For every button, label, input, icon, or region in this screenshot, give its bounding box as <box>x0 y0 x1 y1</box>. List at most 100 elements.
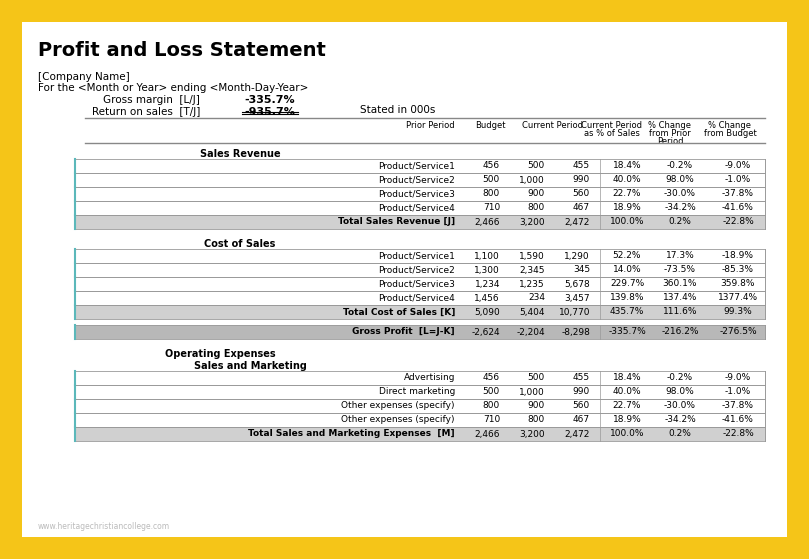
Text: 98.0%: 98.0% <box>666 387 694 396</box>
Text: Period: Period <box>657 137 684 146</box>
Text: 18.4%: 18.4% <box>612 373 642 382</box>
Text: For the <Month or Year> ending <Month-Day-Year>: For the <Month or Year> ending <Month-Da… <box>38 83 308 93</box>
Text: 22.7%: 22.7% <box>612 401 642 410</box>
Bar <box>75 427 765 441</box>
Text: 229.7%: 229.7% <box>610 280 644 288</box>
Text: Gross Profit  [L=J-K]: Gross Profit [L=J-K] <box>353 328 455 337</box>
Text: Cost of Sales: Cost of Sales <box>205 239 276 249</box>
Text: 1,100: 1,100 <box>474 252 500 260</box>
Text: [Company Name]: [Company Name] <box>38 72 129 82</box>
Text: from Budget: from Budget <box>704 129 756 138</box>
Text: Direct marketing: Direct marketing <box>379 387 455 396</box>
Text: Stated in 000s: Stated in 000s <box>360 105 435 115</box>
Text: -335.7%: -335.7% <box>244 95 295 105</box>
Text: % Change: % Change <box>649 121 692 130</box>
Text: 98.0%: 98.0% <box>666 176 694 184</box>
Text: 22.7%: 22.7% <box>612 190 642 198</box>
Text: 456: 456 <box>483 373 500 382</box>
Text: 900: 900 <box>527 401 545 410</box>
Text: Product/Service4: Product/Service4 <box>379 203 455 212</box>
Text: Advertising: Advertising <box>404 373 455 382</box>
Text: -37.8%: -37.8% <box>722 190 754 198</box>
Text: -2,624: -2,624 <box>472 328 500 337</box>
Text: 17.3%: 17.3% <box>666 252 694 260</box>
Text: 3,200: 3,200 <box>519 429 545 438</box>
Text: -9.0%: -9.0% <box>725 162 751 170</box>
Text: 18.4%: 18.4% <box>612 162 642 170</box>
Text: 137.4%: 137.4% <box>663 293 697 302</box>
Text: 1,234: 1,234 <box>475 280 500 288</box>
Text: 40.0%: 40.0% <box>612 176 642 184</box>
Text: 1,000: 1,000 <box>519 387 545 396</box>
Text: 18.9%: 18.9% <box>612 203 642 212</box>
Text: 2,472: 2,472 <box>565 429 590 438</box>
Text: 5,404: 5,404 <box>519 307 545 316</box>
Text: 2,466: 2,466 <box>475 429 500 438</box>
Text: Sales Revenue: Sales Revenue <box>200 149 280 159</box>
Text: -0.2%: -0.2% <box>667 373 693 382</box>
Text: 800: 800 <box>483 190 500 198</box>
Text: Total Sales Revenue [J]: Total Sales Revenue [J] <box>338 217 455 226</box>
Text: 100.0%: 100.0% <box>610 217 644 226</box>
Text: 710: 710 <box>483 203 500 212</box>
Text: 139.8%: 139.8% <box>610 293 644 302</box>
Text: 14.0%: 14.0% <box>612 266 642 274</box>
Text: -18.9%: -18.9% <box>722 252 754 260</box>
Text: 500: 500 <box>483 176 500 184</box>
Text: 560: 560 <box>573 401 590 410</box>
Text: 5,090: 5,090 <box>474 307 500 316</box>
Text: -41.6%: -41.6% <box>722 415 754 424</box>
Text: 560: 560 <box>573 190 590 198</box>
Text: 455: 455 <box>573 373 590 382</box>
Text: 500: 500 <box>527 373 545 382</box>
Text: 52.2%: 52.2% <box>612 252 642 260</box>
Text: 1377.4%: 1377.4% <box>718 293 758 302</box>
Text: Budget: Budget <box>475 121 506 130</box>
Text: 1,235: 1,235 <box>519 280 545 288</box>
Text: -34.2%: -34.2% <box>664 203 696 212</box>
Text: Return on sales  [T/J]: Return on sales [T/J] <box>91 107 200 117</box>
Text: 345: 345 <box>573 266 590 274</box>
Text: 100.0%: 100.0% <box>610 429 644 438</box>
Text: www.heritagechristiancollege.com: www.heritagechristiancollege.com <box>38 522 170 531</box>
Text: Product/Service2: Product/Service2 <box>379 176 455 184</box>
Text: 456: 456 <box>483 162 500 170</box>
Text: -22.8%: -22.8% <box>722 217 754 226</box>
Text: 99.3%: 99.3% <box>723 307 752 316</box>
Text: 800: 800 <box>527 203 545 212</box>
Text: -935.7%: -935.7% <box>244 107 295 117</box>
Text: 500: 500 <box>483 387 500 396</box>
Text: 900: 900 <box>527 190 545 198</box>
Bar <box>75 305 765 319</box>
Text: 234: 234 <box>528 293 545 302</box>
Text: Product/Service4: Product/Service4 <box>379 293 455 302</box>
Text: 990: 990 <box>573 387 590 396</box>
Text: 455: 455 <box>573 162 590 170</box>
Text: Profit and Loss Statement: Profit and Loss Statement <box>38 41 326 60</box>
Text: Current Period: Current Period <box>582 121 642 130</box>
Text: 500: 500 <box>527 162 545 170</box>
Text: -37.8%: -37.8% <box>722 401 754 410</box>
Text: from Prior: from Prior <box>649 129 691 138</box>
Text: -276.5%: -276.5% <box>719 328 756 337</box>
Text: Current Period: Current Period <box>523 121 583 130</box>
Bar <box>75 325 765 339</box>
Text: 1,000: 1,000 <box>519 176 545 184</box>
Text: 40.0%: 40.0% <box>612 387 642 396</box>
Text: -85.3%: -85.3% <box>722 266 754 274</box>
Text: -22.8%: -22.8% <box>722 429 754 438</box>
Text: 990: 990 <box>573 176 590 184</box>
Text: Other expenses (specify): Other expenses (specify) <box>341 415 455 424</box>
Text: -216.2%: -216.2% <box>661 328 699 337</box>
Text: 1,456: 1,456 <box>474 293 500 302</box>
Text: -335.7%: -335.7% <box>608 328 646 337</box>
Text: 435.7%: 435.7% <box>610 307 644 316</box>
Text: 1,590: 1,590 <box>519 252 545 260</box>
Text: -8,298: -8,298 <box>561 328 590 337</box>
Text: 18.9%: 18.9% <box>612 415 642 424</box>
Text: 800: 800 <box>527 415 545 424</box>
Text: 467: 467 <box>573 203 590 212</box>
Text: -34.2%: -34.2% <box>664 415 696 424</box>
Text: Operating Expenses: Operating Expenses <box>165 349 275 359</box>
Text: -1.0%: -1.0% <box>725 176 751 184</box>
